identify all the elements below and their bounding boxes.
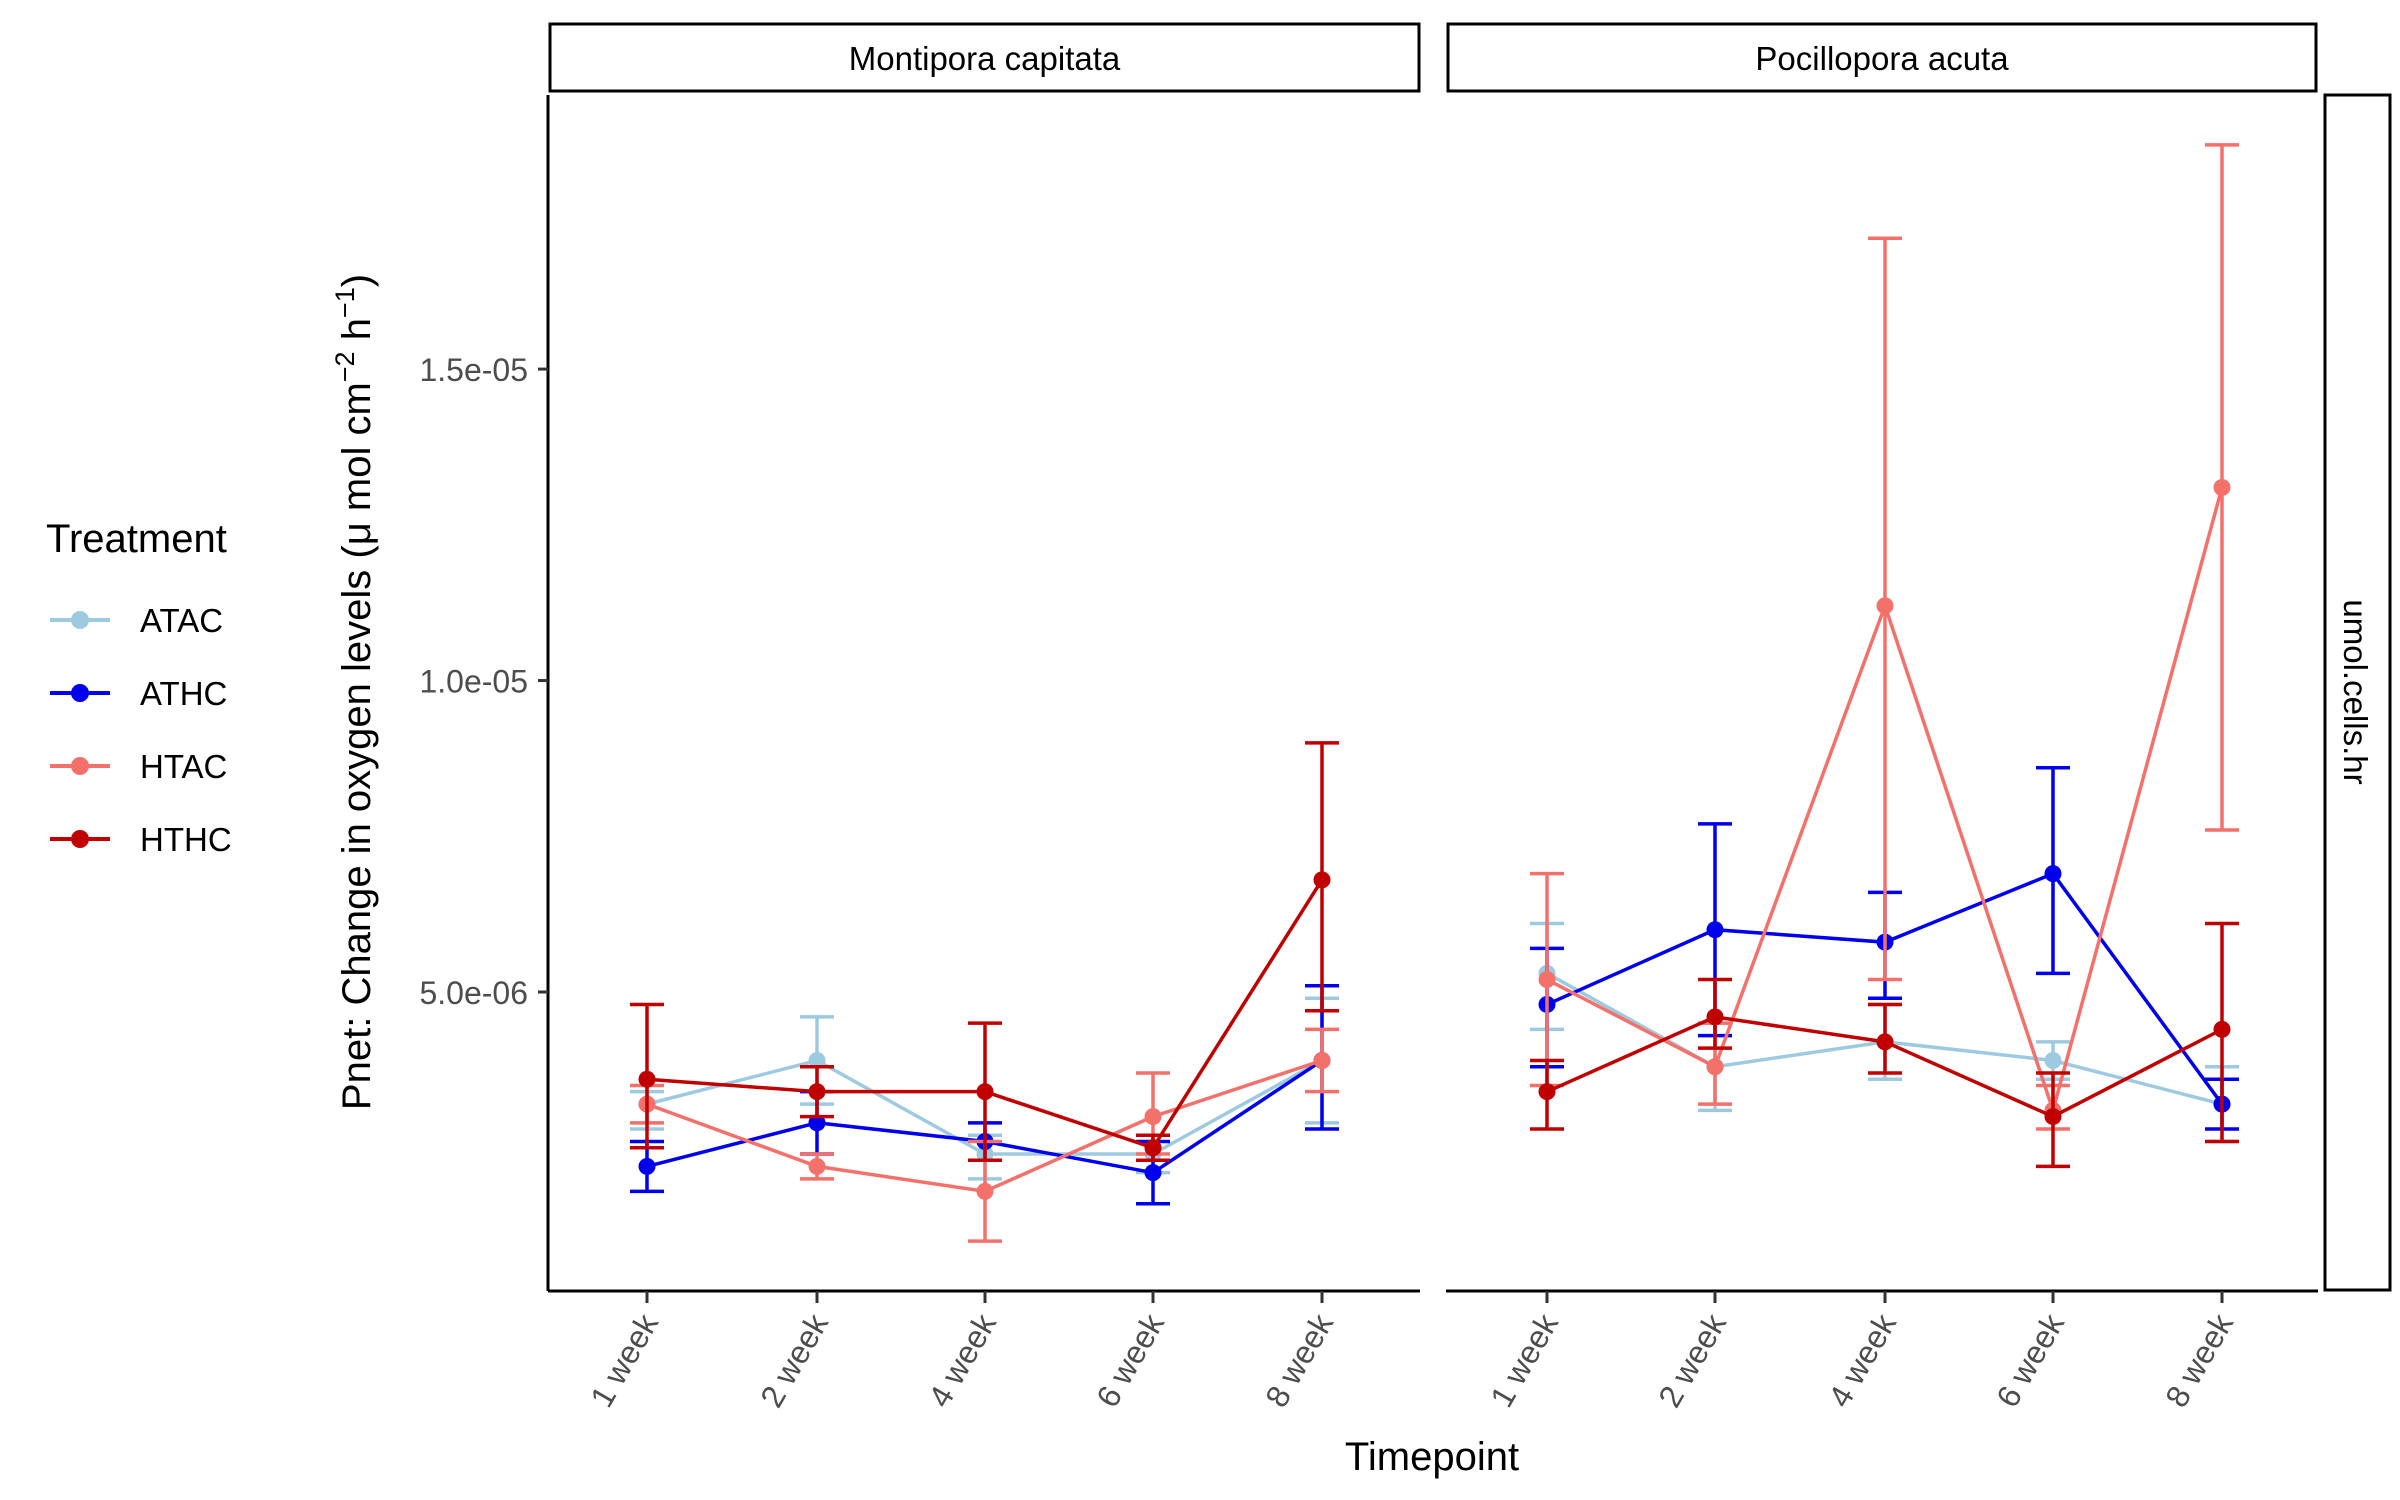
x-tick-label-0-3: 6 week [1089,1307,1171,1414]
x-tick-label-1-0: 1 week [1483,1307,1565,1414]
point-htac-3 [1144,1108,1162,1126]
x-tick-label-0-4: 8 week [1258,1307,1340,1414]
legend-key-point [71,684,89,702]
strip-montipora: Montipora capitata [548,22,1421,93]
point-hthc-0 [638,1070,656,1088]
plot-area-montipora [630,741,1339,1243]
legend-label-athc: ATHC [140,675,227,712]
y-axis: 5.0e-06 1.0e-05 1.5e-05 [419,352,548,1011]
point-athc-3 [1144,1164,1162,1182]
point-htac-1 [1706,1058,1724,1076]
point-hthc-4 [1313,871,1331,889]
point-htac-2 [976,1182,994,1200]
y-tick-label-0: 5.0e-06 [419,975,528,1011]
point-hthc-1 [1706,1008,1724,1026]
point-hthc-2 [976,1083,994,1101]
legend-label-atac: ATAC [140,602,223,639]
legend-label-htac: HTAC [140,748,227,785]
point-atac-3 [2044,1052,2062,1070]
legend-key-point [71,757,89,775]
point-athc-1 [808,1114,826,1132]
legend-key-point [71,611,89,629]
x-axis-montipora: 1 week 2 week 4 week 6 week 8 week [583,1291,1341,1414]
y-title-main: Pnet: Change in oxygen levels ( [335,545,379,1110]
point-athc-3 [2044,865,2062,883]
legend-key-point [71,830,89,848]
strip-pocillopora: Pocillopora acuta [1446,22,2318,93]
y-tick-label-2: 1.5e-05 [419,352,528,388]
legend-entry-athc: ATHC [50,675,227,712]
panel-title-montipora: Montipora capitata [849,40,1121,77]
series-hthc-panel-0 [630,741,1339,1162]
legend-entry-htac: HTAC [50,748,227,785]
point-htac-2 [1876,597,1894,615]
x-tick-label-0-1: 2 week [753,1307,835,1414]
point-hthc-2 [1876,1033,1894,1051]
legend-label-hthc: HTHC [140,821,232,858]
x-axis-title: Timepoint [1345,1435,1519,1479]
y-axis-title: Pnet: Change in oxygen levels (μ mol cm−… [330,274,379,1110]
x-tick-label-1-4: 8 week [2158,1307,2240,1414]
x-tick-label-0-0: 1 week [583,1307,665,1414]
y-title-sup1: −2 [330,351,360,382]
legend-entry-atac: ATAC [50,602,223,639]
y-tick-label-1: 1.0e-05 [419,664,528,700]
point-hthc-4 [2213,1020,2231,1038]
legend-entry-hthc: HTHC [50,821,232,858]
strip-right-label: umol.cells.hr [2337,599,2374,784]
x-tick-label-1-3: 6 week [1989,1307,2071,1414]
y-title-mu: μ [335,522,379,545]
legend: Treatment ATAC ATHC HTAC HTHC [46,517,232,858]
series-htac-panel-1 [1530,143,2239,1131]
point-htac-4 [1313,1052,1331,1070]
strip-right: umol.cells.hr [2323,93,2392,1292]
plot-area-pocillopora [1530,143,2239,1169]
x-axis-pocillopora: 1 week 2 week 4 week 6 week 8 week [1483,1291,2241,1414]
point-hthc-3 [1144,1139,1162,1157]
y-title-mid1: mol cm [335,382,379,522]
point-hthc-1 [808,1083,826,1101]
y-title-end: ) [335,274,379,287]
y-title-mid2: h [335,318,379,351]
point-hthc-0 [1538,1083,1556,1101]
x-tick-label-1-1: 2 week [1651,1307,1733,1414]
legend-title: Treatment [46,517,227,561]
point-hthc-3 [2044,1108,2062,1126]
x-tick-label-1-2: 4 week [1821,1307,1903,1414]
panel-title-pocillopora: Pocillopora acuta [1755,40,2009,77]
point-athc-1 [1706,921,1724,939]
series-hthc-panel-1 [1530,921,2239,1169]
x-tick-label-0-2: 4 week [921,1307,1003,1414]
point-atac-1 [808,1052,826,1070]
point-htac-0 [1538,971,1556,989]
y-title-sup2: −1 [330,287,360,318]
point-athc-0 [638,1157,656,1175]
point-htac-4 [2213,478,2231,496]
point-htac-1 [808,1157,826,1175]
